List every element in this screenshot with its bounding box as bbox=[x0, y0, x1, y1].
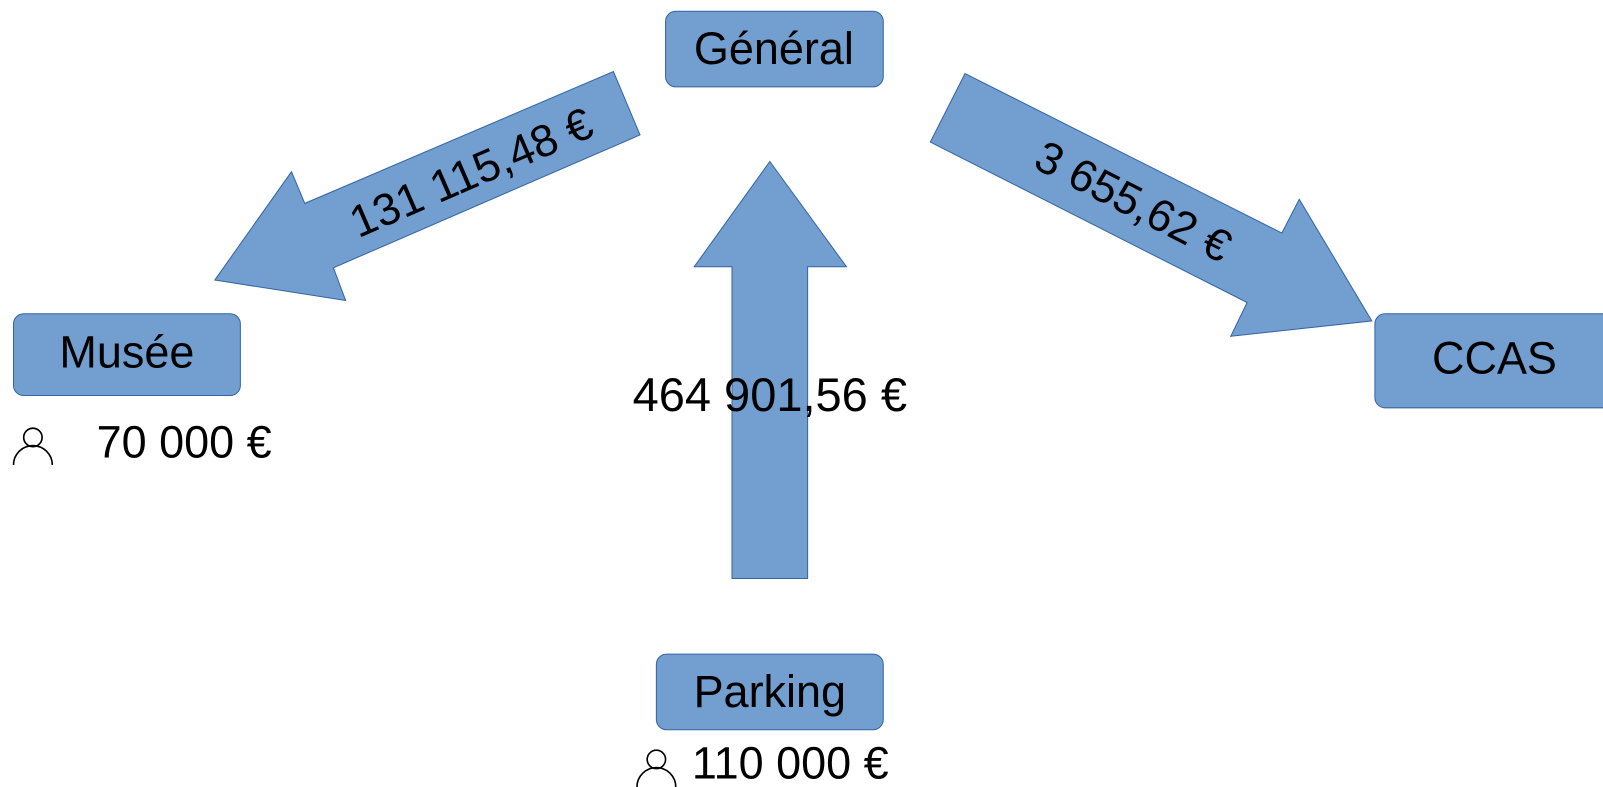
node-label: Parking bbox=[694, 666, 846, 717]
node-box bbox=[12, 313, 241, 397]
node-box bbox=[1374, 313, 1603, 409]
flow-label: 464 901,56 € bbox=[633, 368, 907, 421]
person-icon bbox=[636, 749, 677, 787]
flow-arrow bbox=[693, 160, 848, 580]
flow-arrow bbox=[213, 70, 641, 302]
node-label: Général bbox=[694, 23, 854, 74]
node-box bbox=[655, 653, 884, 731]
node-label: CCAS bbox=[1432, 333, 1557, 384]
node-box bbox=[665, 10, 884, 88]
node-label: Musée bbox=[59, 327, 194, 378]
person-icon bbox=[12, 427, 54, 466]
staff-cost: 110 000 € bbox=[692, 737, 889, 787]
staff-cost: 70 000 € bbox=[97, 417, 272, 468]
flow-arrow bbox=[929, 72, 1373, 337]
